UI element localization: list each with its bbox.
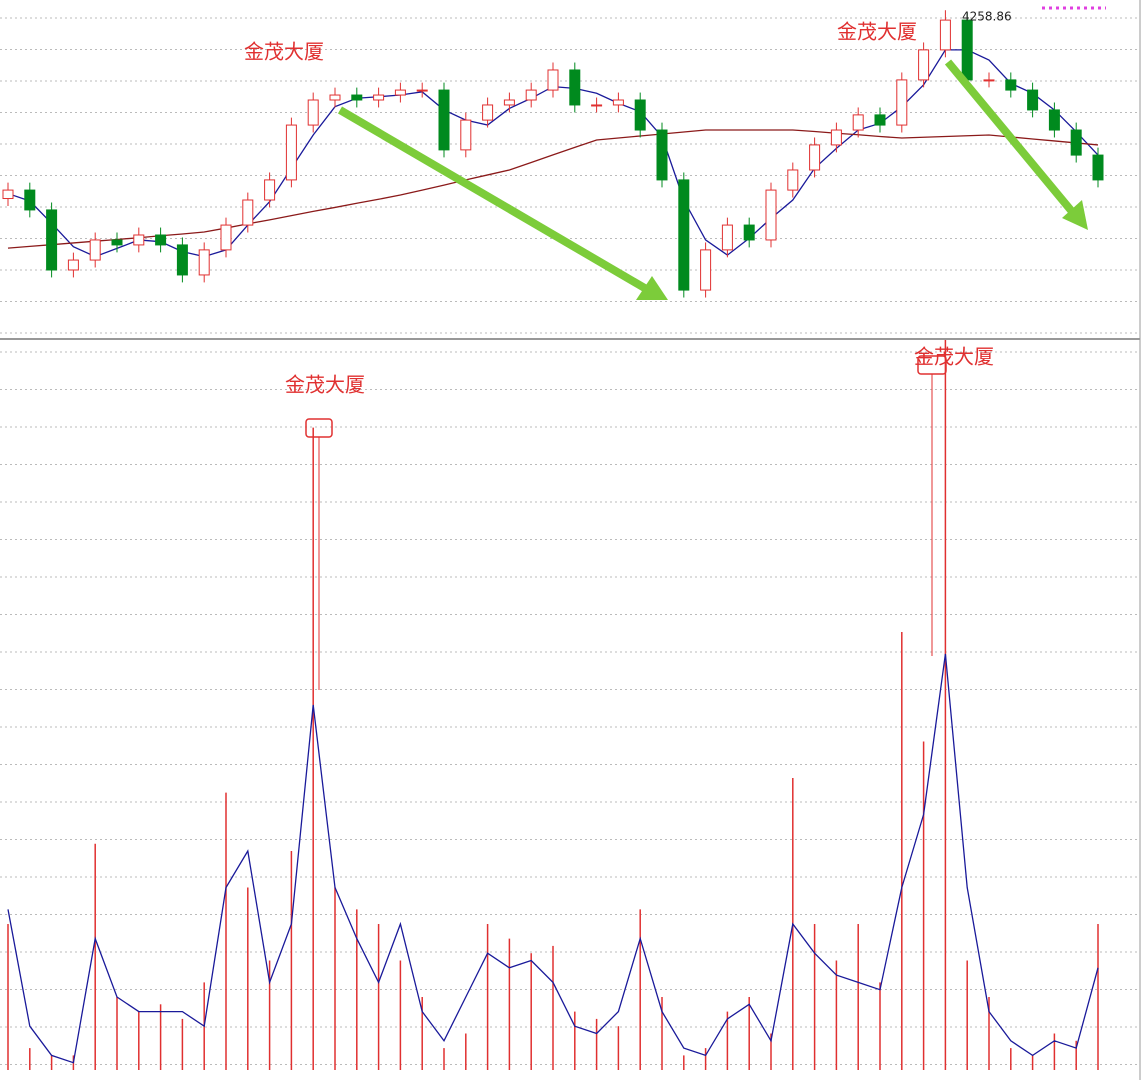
candle-body xyxy=(307,99,319,126)
candle-body xyxy=(765,189,777,241)
candle-body xyxy=(111,239,123,246)
candle-body xyxy=(373,94,385,101)
arrow-head xyxy=(1062,200,1088,230)
candle-body xyxy=(460,119,472,151)
annotation-box xyxy=(305,418,333,438)
candle-body xyxy=(591,104,603,107)
candle-body xyxy=(939,19,951,51)
annotation: 金茂大厦 xyxy=(285,373,365,397)
trend-arrows xyxy=(337,59,1088,300)
candle-body xyxy=(961,19,973,81)
candle-body xyxy=(242,199,254,226)
candle-body xyxy=(787,169,799,191)
candle-body xyxy=(482,104,494,121)
candle-body xyxy=(525,89,537,101)
candle-body xyxy=(874,114,886,126)
candle-body xyxy=(176,244,188,276)
candle-body xyxy=(569,69,581,106)
candle-body xyxy=(67,259,79,271)
grid xyxy=(0,17,1138,1065)
candle-body xyxy=(264,179,276,201)
candle-body xyxy=(634,99,646,131)
volume-average xyxy=(7,653,1099,1064)
annotation: 金茂大厦 xyxy=(244,40,324,64)
candle-body xyxy=(896,79,908,126)
candle-body xyxy=(351,94,363,101)
candle-body xyxy=(743,224,755,241)
candle-body xyxy=(918,49,930,81)
marks xyxy=(2,10,1104,1070)
arrow-head xyxy=(636,276,668,300)
candle-body xyxy=(1027,89,1039,111)
high-label: 4258.86 xyxy=(962,10,1012,24)
candle-body xyxy=(416,89,428,92)
candle-body xyxy=(89,239,101,261)
candle-body xyxy=(830,129,842,146)
candle-body xyxy=(1070,129,1082,156)
candle-body xyxy=(503,99,515,106)
candle-body xyxy=(983,79,995,82)
candle-body xyxy=(809,144,821,171)
candle-body xyxy=(394,89,406,96)
moving-average xyxy=(7,129,1099,249)
candle-body xyxy=(547,69,559,91)
candle-body xyxy=(1092,154,1104,181)
candle-body xyxy=(220,224,232,251)
candle-body xyxy=(612,99,624,106)
candle-body xyxy=(285,124,297,181)
candle-body xyxy=(133,234,145,246)
arrow xyxy=(944,59,1078,217)
candle-body xyxy=(1005,79,1017,91)
candle-body xyxy=(46,209,58,271)
candle-body xyxy=(721,224,733,251)
arrow xyxy=(337,106,651,294)
candle-body xyxy=(852,114,864,131)
candle-body xyxy=(155,234,167,246)
candle-body xyxy=(438,89,450,151)
candle-body xyxy=(2,189,14,200)
candle-body xyxy=(24,189,36,211)
candle-body xyxy=(1048,109,1060,131)
candle-body xyxy=(700,249,712,291)
candle-body xyxy=(329,94,341,101)
candle-body xyxy=(656,129,668,181)
candle-body xyxy=(678,179,690,291)
candle-body xyxy=(198,249,210,276)
annotation: 金茂大厦 xyxy=(837,20,917,44)
